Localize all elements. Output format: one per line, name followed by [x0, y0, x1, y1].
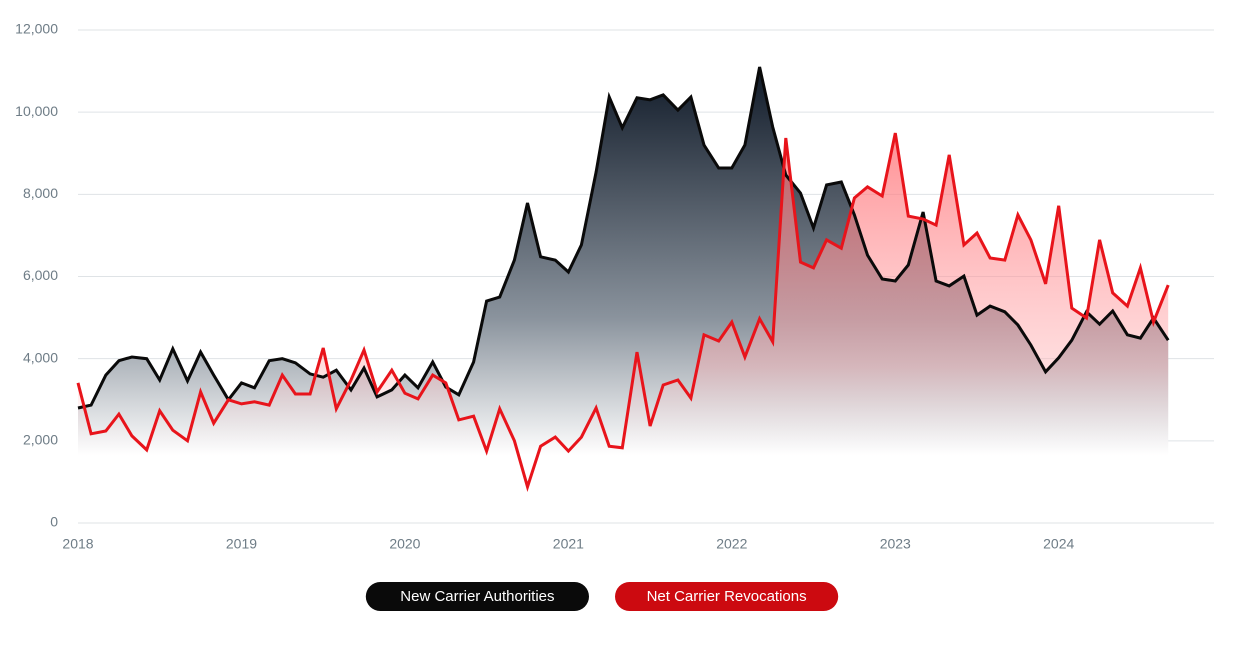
- x-tick-label: 2024: [1043, 536, 1074, 552]
- legend-pill: [615, 582, 839, 611]
- legend-pill: [365, 582, 589, 611]
- y-tick-label: 2,000: [23, 432, 58, 448]
- line: [77, 66, 1170, 410]
- y-tick-label: 12,000: [15, 21, 58, 37]
- legend-label: Net Carrier Revocations: [647, 588, 807, 605]
- legend-item[interactable]: Net Carrier Revocations: [615, 582, 839, 611]
- legend-label: New Carrier Authorities: [400, 588, 554, 605]
- x-tick-label: 2019: [226, 536, 257, 552]
- x-tick-label: 2022: [716, 536, 747, 552]
- x-tick-label: 2020: [389, 536, 420, 552]
- y-tick-label: 10,000: [15, 103, 58, 119]
- x-tick-label: 2018: [62, 536, 93, 552]
- area: [78, 133, 1169, 523]
- x-tick-label: 2021: [553, 536, 584, 552]
- x-tick-label: 2023: [880, 536, 911, 552]
- y-tick-label: 0: [50, 514, 58, 530]
- y-tick-label: 6,000: [23, 267, 58, 283]
- y-tick-label: 8,000: [23, 185, 58, 201]
- y-tick-label: 4,000: [23, 349, 58, 365]
- legend-item[interactable]: New Carrier Authorities: [365, 582, 589, 611]
- line: [76, 132, 1170, 492]
